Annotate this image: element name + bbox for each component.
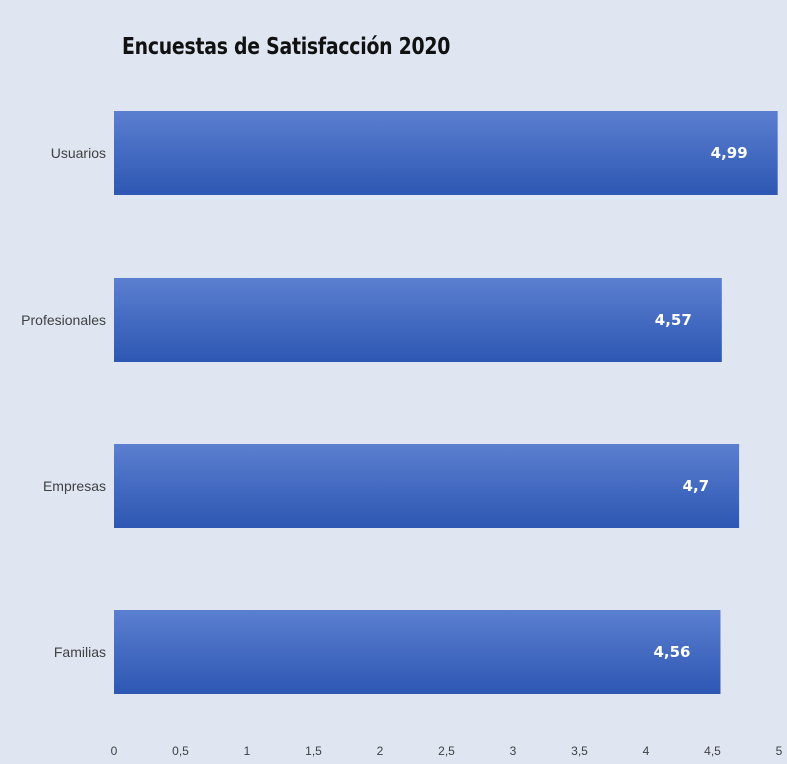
x-tick-label: 0,5 (172, 744, 189, 758)
category-label: Profesionales (21, 312, 106, 328)
x-tick-label: 0 (111, 744, 118, 758)
chart-title: Encuestas de Satisfacción 2020 (122, 34, 451, 60)
x-tick-label: 5 (776, 744, 783, 758)
x-tick-label: 4,5 (704, 744, 721, 758)
x-tick-label: 3 (510, 744, 517, 758)
x-tick-label: 2 (377, 744, 384, 758)
data-label: 4,57 (655, 311, 692, 329)
x-tick-label: 3,5 (571, 744, 588, 758)
x-tick-label: 1,5 (305, 744, 322, 758)
bar-usuarios (114, 111, 778, 195)
data-label: 4,99 (711, 144, 748, 162)
data-label: 4,56 (653, 643, 690, 661)
bar-profesionales (114, 278, 722, 362)
data-label: 4,7 (683, 477, 710, 495)
category-label: Usuarios (51, 145, 106, 161)
x-tick-label: 4 (643, 744, 650, 758)
x-tick-label: 2,5 (438, 744, 455, 758)
category-label: Familias (54, 644, 106, 660)
bar-empresas (114, 444, 740, 528)
x-tick-label: 1 (244, 744, 251, 758)
bar-familias (114, 610, 721, 694)
category-label: Empresas (43, 478, 106, 494)
